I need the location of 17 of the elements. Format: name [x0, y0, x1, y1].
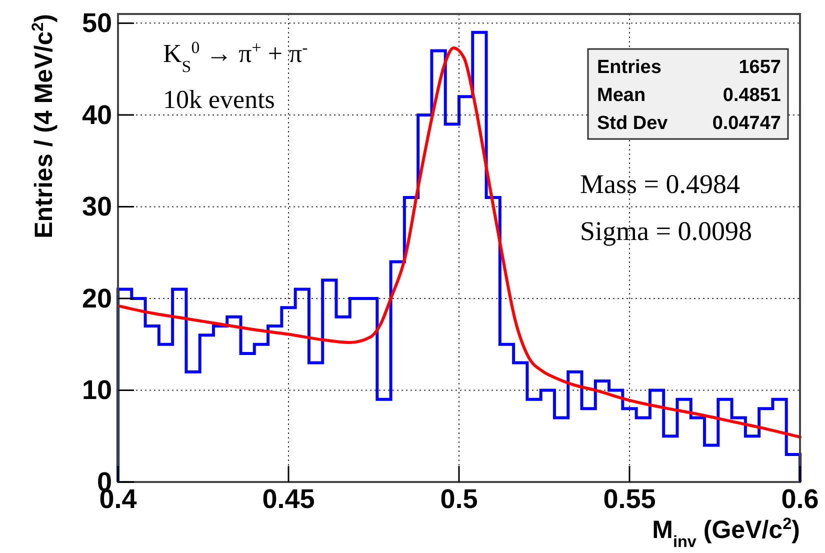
annotation: 10k events	[163, 85, 275, 114]
x-tick-label: 0.45	[262, 484, 315, 514]
x-tick-label: 0.6	[781, 484, 819, 514]
text: Mean 0.4851	[597, 85, 781, 106]
annotation: Sigma = 0.0098	[580, 216, 752, 246]
y-tick-label: 30	[82, 192, 112, 222]
x-axis-title: M$_{inv}$ (GeV/c$^{2}$)	[652, 515, 800, 551]
text: Entries 1657	[597, 57, 781, 78]
annotation: Mass = 0.4984	[580, 169, 740, 199]
x-tick-label: 0.5	[440, 484, 478, 514]
y-tick-label: 40	[82, 100, 112, 130]
y-tick-label: 10	[82, 375, 112, 406]
y-tick-label: 50	[82, 8, 112, 38]
y-tick-label: 20	[82, 283, 112, 314]
annotation: K$_{S}$$^{0}$ → π$^{+}$ + π$^{-}$	[163, 38, 308, 76]
x-tick-label: 0.55	[603, 484, 656, 514]
text: Std Dev 0.04747	[597, 113, 781, 134]
